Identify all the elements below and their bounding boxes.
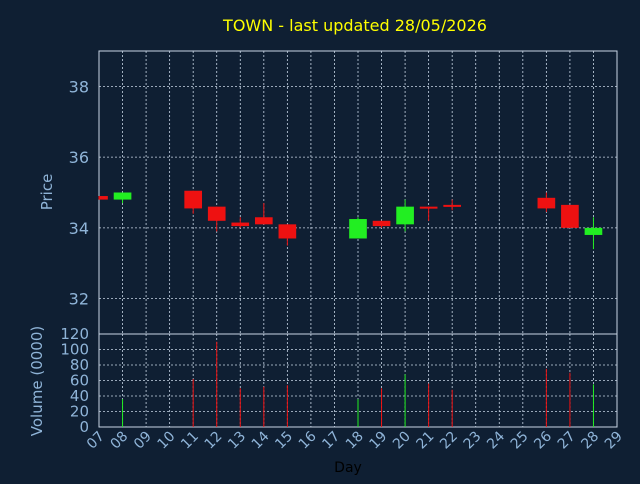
candle-body	[207, 206, 226, 221]
x-tick-label: 24	[484, 428, 508, 452]
candle-08	[113, 192, 132, 204]
candle-body	[278, 224, 297, 239]
volume-y-tick-label: 80	[70, 356, 89, 374]
volume-y-tick-label: 60	[70, 372, 89, 390]
x-tick-label: 29	[602, 429, 626, 453]
x-tick-label: 25	[508, 429, 532, 453]
x-tick-label: 20	[390, 429, 414, 453]
day-x-ticks: 07 08 09 10 11 12 13 14 15 16 17 18 19 20 21 22 23 24 25 26…	[84, 428, 626, 452]
price-y-ticks: 32 34 36 38	[69, 77, 89, 308]
candle-18	[349, 217, 367, 239]
candle-11	[184, 190, 203, 214]
x-tick-label: 27	[555, 429, 579, 453]
candle-12	[207, 206, 226, 232]
price-y-tick-label: 32	[69, 290, 89, 309]
price-y-tick-label: 34	[69, 219, 89, 238]
candle-19	[372, 220, 391, 228]
volume-y-tick-label: 40	[70, 387, 89, 405]
candle-22	[443, 199, 462, 211]
candle-07	[98, 196, 108, 200]
x-axis-label: Day	[334, 460, 362, 476]
price-y-axis-label: Price	[38, 174, 56, 211]
candle-20	[396, 199, 414, 232]
candle-28	[584, 217, 603, 250]
x-tick-label: 28	[578, 429, 602, 453]
x-tick-label: 08	[107, 429, 131, 453]
candle-body	[184, 190, 203, 209]
candle-body	[584, 227, 603, 235]
x-tick-label: 11	[178, 429, 202, 453]
x-tick-label: 21	[414, 429, 438, 453]
x-tick-label: 23	[461, 429, 485, 453]
candle-body	[372, 220, 391, 227]
candle-body	[561, 204, 579, 228]
price-candles	[98, 190, 603, 250]
candle-27	[561, 204, 579, 228]
x-tick-label: 14	[249, 428, 273, 452]
price-y-tick-label: 36	[69, 148, 89, 167]
candle-body	[419, 206, 438, 209]
x-tick-label: 13	[225, 429, 249, 453]
candle-21	[419, 206, 438, 221]
volume-y-tick-label: 20	[70, 403, 89, 421]
candle-15	[278, 224, 297, 246]
x-tick-label: 15	[272, 429, 296, 453]
x-tick-label: 17	[319, 429, 343, 453]
candle-body	[113, 192, 132, 200]
x-tick-label: 12	[202, 429, 226, 453]
candle-body	[254, 217, 273, 225]
x-tick-label: 26	[531, 428, 555, 452]
chart-title: TOWN - last updated 28/05/2026	[222, 16, 487, 35]
candle-body	[537, 197, 556, 209]
price-grid	[99, 51, 617, 334]
x-tick-label: 19	[366, 429, 390, 453]
volume-y-axis-label: Volume (0000)	[28, 326, 46, 436]
candle-body	[99, 196, 108, 200]
x-tick-label: 22	[437, 429, 461, 453]
candle-body	[349, 219, 367, 239]
volume-y-tick-label: 100	[60, 341, 89, 359]
candle-body	[443, 204, 462, 207]
candle-14	[254, 203, 273, 225]
candle-body	[396, 206, 414, 225]
x-tick-label: 09	[131, 429, 155, 453]
volume-y-tick-label: 0	[79, 418, 89, 436]
candle-body	[231, 222, 250, 227]
volume-y-tick-label: 120	[60, 325, 89, 343]
candle-13	[231, 217, 250, 228]
price-y-tick-label: 38	[69, 77, 89, 96]
x-tick-label: 10	[155, 429, 179, 453]
candle-26	[537, 192, 556, 212]
volume-bars	[122, 341, 594, 427]
x-tick-label: 16	[296, 428, 320, 452]
x-tick-label: 18	[343, 429, 367, 453]
